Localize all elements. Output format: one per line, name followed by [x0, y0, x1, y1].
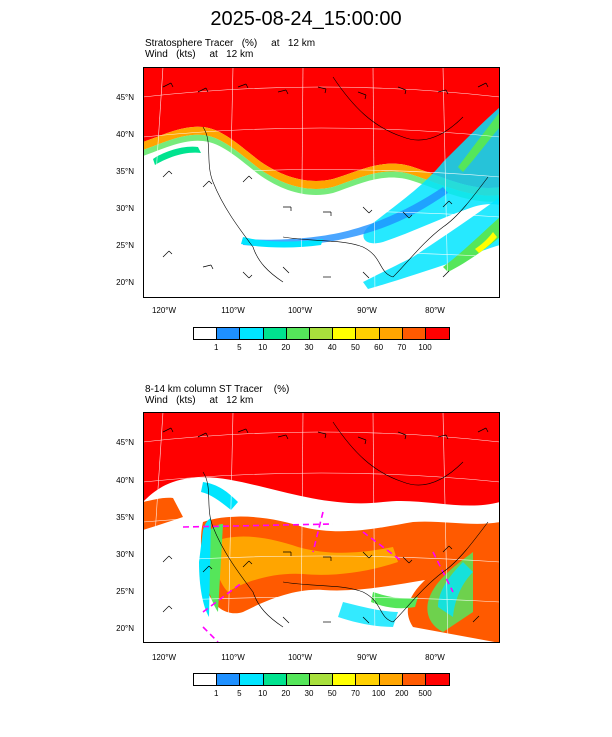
panel1-lon-label: 80°W	[425, 306, 445, 315]
colorbar-tick-label: 50	[350, 343, 360, 352]
colorbar-tick-label: 70	[397, 343, 407, 352]
colorbar-swatch	[425, 674, 450, 685]
panel1-lat-label: 25°N	[116, 241, 134, 250]
colorbar-swatch	[263, 674, 287, 685]
panel1-lon-label: 110°W	[221, 306, 245, 315]
colorbar-swatch	[240, 328, 264, 339]
panel2-lat-label: 20°N	[116, 624, 134, 633]
colorbar-tick-label: 60	[374, 343, 384, 352]
panel2-lon-label: 80°W	[425, 653, 445, 662]
colorbar-tick-label: 50	[327, 689, 337, 698]
panel2-field-label: 8-14 km column ST Tracer (%)	[145, 384, 290, 395]
panel2-lat-label: 40°N	[116, 476, 134, 485]
colorbar-tick-label: 1	[213, 343, 219, 352]
colorbar-swatch	[356, 674, 380, 685]
panel2-lat-label: 25°N	[116, 587, 134, 596]
panel1-lon-label: 90°W	[357, 306, 377, 315]
panel2-lon-label: 120°W	[151, 653, 177, 662]
panel1-lon-label: 120°W	[151, 306, 177, 315]
panel1-lat-label: 30°N	[116, 204, 134, 213]
colorbar-swatch	[356, 328, 380, 339]
panel2-lat-label: 30°N	[116, 550, 134, 559]
panel2-lon-label: 110°W	[221, 653, 245, 662]
panel1-colorbar	[193, 327, 451, 340]
panel2-lat-label: 45°N	[116, 438, 134, 447]
colorbar-swatch	[194, 328, 218, 339]
colorbar-swatch	[402, 328, 426, 339]
colorbar-tick-label: 5	[237, 689, 242, 698]
panel1-lat-label: 20°N	[116, 278, 134, 287]
colorbar-swatch	[286, 328, 310, 339]
colorbar-swatch	[333, 328, 357, 339]
colorbar-swatch	[379, 328, 403, 339]
colorbar-tick-label: 100	[418, 343, 432, 352]
panel1-tracer-east	[363, 107, 500, 244]
colorbar-swatch	[309, 674, 334, 685]
colorbar-swatch	[379, 674, 403, 685]
colorbar-tick-label: 20	[281, 343, 291, 352]
panel2-lat-label: 35°N	[116, 513, 134, 522]
panel2-wind-label: Wind (kts) at 12 km	[145, 395, 254, 406]
colorbar-swatch	[425, 328, 450, 339]
colorbar-tick-label: 10	[258, 343, 268, 352]
colorbar-tick-label: 200	[395, 689, 409, 698]
panel1-field-label: Stratosphere Tracer (%) at 12 km	[145, 38, 316, 49]
panel1-lat-label: 35°N	[116, 167, 134, 176]
panel1-wind-label: Wind (kts) at 12 km	[145, 49, 254, 60]
colorbar-tick-label: 5	[237, 343, 242, 352]
map-title: 2025-08-24_15:00:00	[210, 8, 402, 30]
colorbar-tick-label: 10	[258, 689, 268, 698]
panel1-lon-label: 100°W	[287, 306, 313, 315]
colorbar-tick-label: 70	[350, 689, 360, 698]
colorbar-tick-label: 30	[304, 343, 314, 352]
colorbar-tick-label: 30	[304, 689, 314, 698]
colorbar-swatch	[263, 328, 287, 339]
colorbar-tick-label: 40	[327, 343, 337, 352]
panel2-lon-label: 100°W	[287, 653, 313, 662]
colorbar-swatch	[217, 328, 241, 339]
colorbar-tick-label: 1	[213, 689, 219, 698]
colorbar-tick-label: 500	[418, 689, 432, 698]
colorbar-swatch	[286, 674, 310, 685]
panel2-colorbar	[193, 673, 451, 686]
colorbar-swatch	[333, 674, 357, 685]
colorbar-swatch	[240, 674, 264, 685]
panel1-map	[143, 67, 500, 298]
colorbar-swatch	[309, 328, 334, 339]
panel2-lon-label: 90°W	[357, 653, 377, 662]
colorbar-swatch	[194, 674, 218, 685]
panel1-lat-label: 40°N	[116, 130, 134, 139]
colorbar-tick-label: 20	[281, 689, 291, 698]
colorbar-swatch	[217, 674, 241, 685]
colorbar-swatch	[402, 674, 426, 685]
colorbar-tick-label: 100	[371, 689, 386, 698]
panel2-map	[143, 412, 500, 643]
panel1-lat-label: 45°N	[116, 93, 134, 102]
